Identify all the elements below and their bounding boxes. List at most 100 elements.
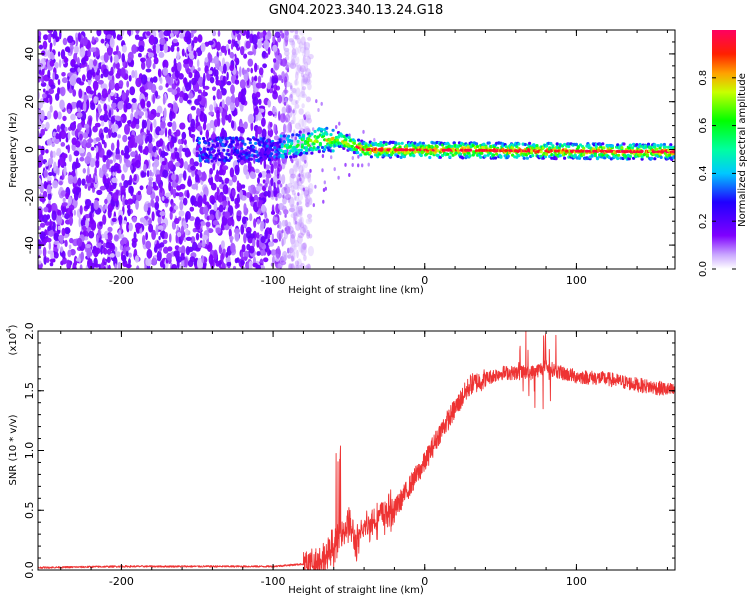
heatmap-cell xyxy=(106,134,109,139)
heatmap-cell xyxy=(117,120,122,128)
heatmap-cell xyxy=(221,262,226,269)
heatmap-cell xyxy=(128,222,133,232)
heatmap-cell xyxy=(110,55,113,63)
heatmap-cell xyxy=(277,94,283,104)
heatmap-ridge-cell xyxy=(236,150,240,155)
heatmap-ridge-cell xyxy=(458,152,463,156)
heatmap-cell xyxy=(38,160,43,168)
heatmap-ridge-cell xyxy=(310,151,314,155)
heatmap-cell xyxy=(245,40,251,49)
heatmap-cell xyxy=(337,175,340,180)
y-tick-label: -40 xyxy=(23,236,36,254)
heatmap-cell xyxy=(79,147,85,154)
heatmap-cell xyxy=(307,188,313,195)
heatmap-cell xyxy=(42,40,48,50)
heatmap-cell xyxy=(231,93,235,104)
heatmap-cell xyxy=(106,151,113,156)
heatmap-cell xyxy=(165,192,172,198)
heatmap-ridge-cell xyxy=(222,148,226,152)
heatmap-cell xyxy=(261,50,267,59)
heatmap-ridge-cell xyxy=(220,154,224,158)
heatmap-cell xyxy=(285,183,288,188)
heatmap-cell xyxy=(153,119,157,128)
heatmap-cell xyxy=(298,219,303,231)
heatmap-ridge-cell xyxy=(610,144,615,148)
heatmap-cell xyxy=(181,131,187,140)
heatmap-cell xyxy=(83,132,88,140)
heatmap-cell xyxy=(258,173,263,178)
heatmap-cell xyxy=(302,187,305,192)
heatmap-cell xyxy=(48,230,54,237)
y-tick-label: 1.0 xyxy=(23,442,36,460)
heatmap-cell xyxy=(50,84,56,89)
heatmap-ridge-cell xyxy=(209,155,213,159)
heatmap-cell xyxy=(297,45,301,54)
heatmap-cell xyxy=(204,57,209,63)
heatmap-cell xyxy=(227,39,232,45)
heatmap-cell xyxy=(81,178,86,186)
heatmap-cell xyxy=(263,39,270,50)
heatmap-ridge-cell xyxy=(283,149,287,153)
heatmap-cell xyxy=(177,139,182,145)
heatmap-cell xyxy=(275,217,278,222)
heatmap-cell xyxy=(156,250,162,262)
heatmap-cell xyxy=(165,83,169,88)
heatmap-cell xyxy=(52,180,59,189)
heatmap-cell xyxy=(303,114,306,119)
heatmap-cell xyxy=(67,144,70,154)
heatmap-cell xyxy=(92,125,98,133)
heatmap-cell xyxy=(298,118,305,128)
heatmap-cell xyxy=(290,234,296,245)
heatmap-cell xyxy=(253,218,257,228)
heatmap-cell xyxy=(126,120,132,125)
heatmap-cell xyxy=(111,131,118,138)
heatmap-cell xyxy=(40,71,43,76)
heatmap-cell xyxy=(289,196,295,208)
heatmap-cell xyxy=(184,93,188,102)
heatmap-cell xyxy=(102,204,106,212)
heatmap-cell xyxy=(299,210,303,217)
heatmap-cell xyxy=(159,138,164,147)
heatmap-cell xyxy=(305,218,312,225)
heatmap-cell xyxy=(230,242,236,253)
heatmap-cell xyxy=(304,159,307,164)
heatmap-cell xyxy=(293,239,300,248)
colorbar: 0.0 0.2 0.4 0.6 0.8 Normalized spectral ampl… xyxy=(698,30,748,277)
heatmap-ridge-cell xyxy=(231,136,235,140)
heatmap-cell xyxy=(69,75,77,86)
heatmap-cell xyxy=(304,61,309,72)
heatmap-cell xyxy=(232,265,237,269)
heatmap-cell xyxy=(307,83,312,91)
heatmap-ridge-cell xyxy=(271,148,275,152)
heatmap-cell xyxy=(38,226,41,231)
heatmap-cell xyxy=(265,53,269,58)
heatmap-cell xyxy=(53,161,57,172)
heatmap-cell xyxy=(317,108,320,112)
heatmap-ridge-cell xyxy=(287,134,291,138)
heatmap-cell xyxy=(279,30,283,34)
heatmap-ridge-cell xyxy=(499,154,503,158)
heatmap-cell xyxy=(187,178,193,187)
heatmap-cell xyxy=(122,254,126,264)
heatmap-ridge-cell xyxy=(207,141,211,145)
heatmap-cell xyxy=(103,242,106,248)
heatmap-cell xyxy=(94,175,98,184)
heatmap-cell xyxy=(138,36,144,41)
heatmap-ridge-cell xyxy=(215,143,219,148)
heatmap-cell xyxy=(120,67,126,78)
heatmap-cell xyxy=(281,91,285,100)
heatmap-cell xyxy=(291,189,296,196)
heatmap-cell xyxy=(38,44,44,50)
heatmap-ridge-cell xyxy=(656,144,660,148)
heatmap-cell xyxy=(239,123,244,128)
heatmap-cell xyxy=(219,91,223,100)
heatmap-cell xyxy=(46,237,52,243)
heatmap-cell xyxy=(92,187,95,193)
heatmap-cell xyxy=(362,129,365,134)
heatmap-ridge-cell xyxy=(573,153,577,157)
heatmap-cell xyxy=(53,38,56,46)
heatmap-ridge-cell xyxy=(206,159,210,163)
heatmap-cell xyxy=(226,71,229,81)
heatmap-cell xyxy=(75,157,79,168)
heatmap-cell xyxy=(103,266,106,269)
